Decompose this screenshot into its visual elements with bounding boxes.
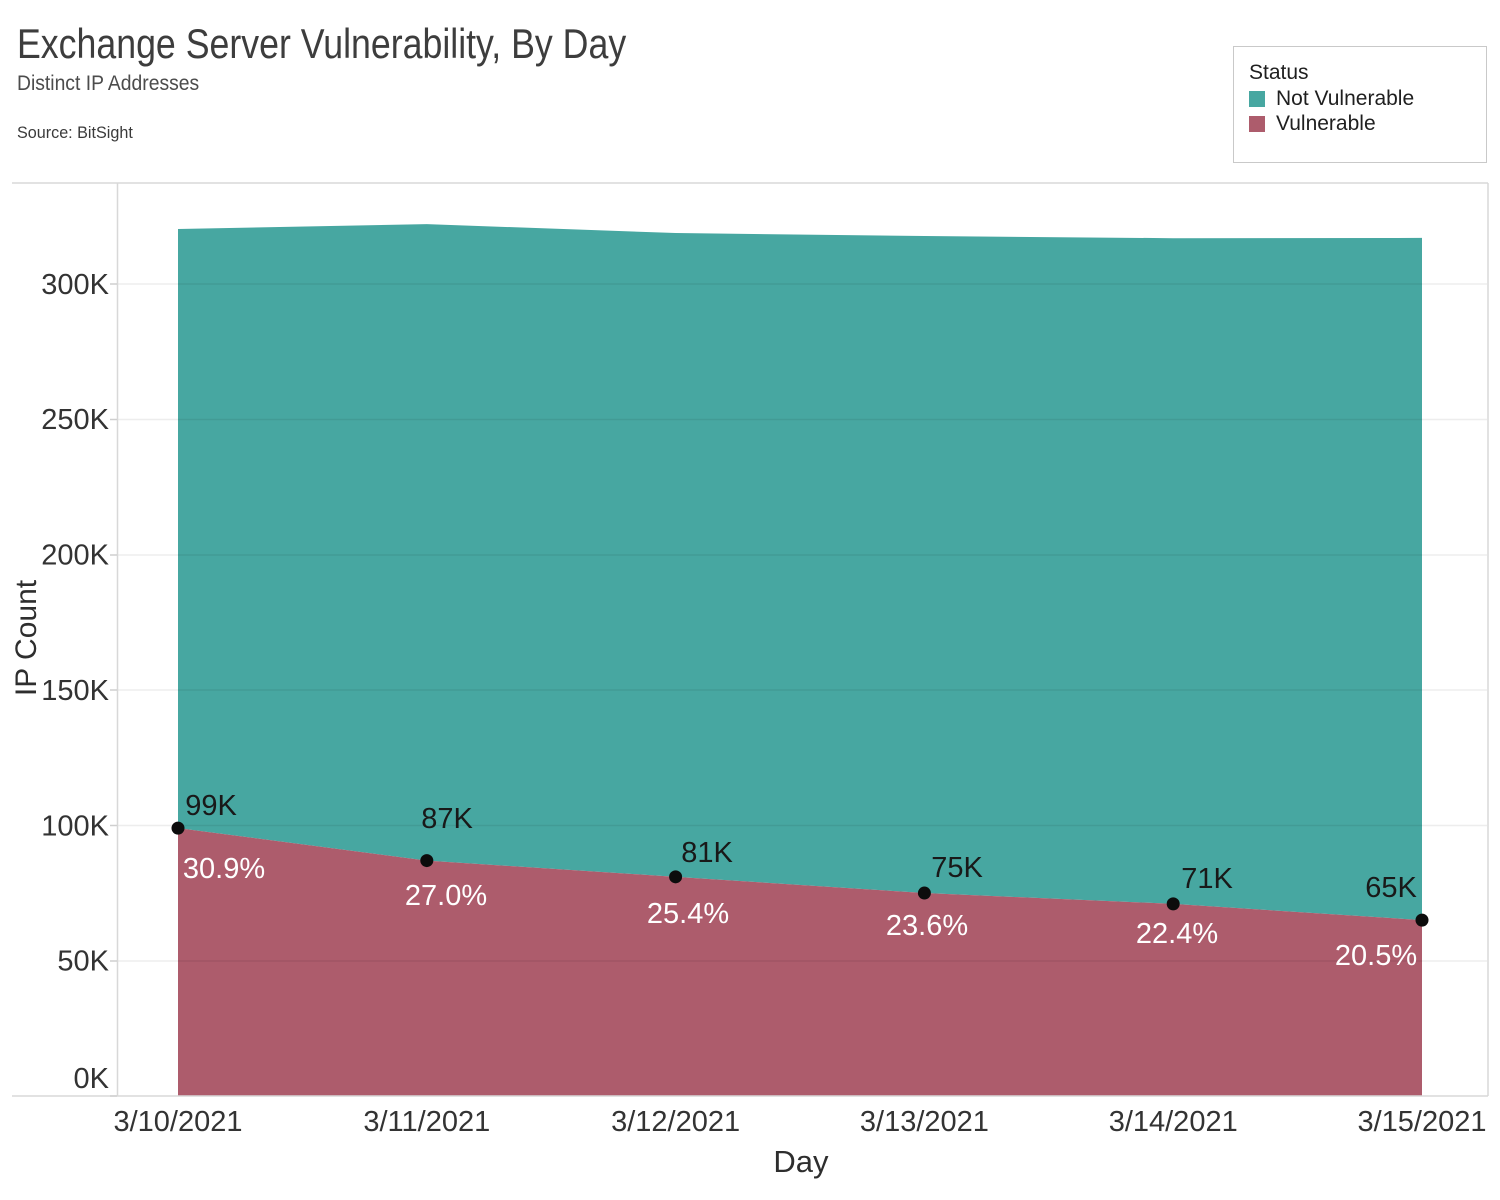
percent-label: 25.4% bbox=[647, 898, 729, 930]
value-label: 75K bbox=[931, 852, 983, 884]
y-tick-label: 100K bbox=[41, 811, 109, 843]
percent-label: 30.9% bbox=[183, 853, 265, 885]
y-axis-labels: 300K 250K 200K 150K 100K 50K 0K bbox=[41, 269, 109, 1095]
y-axis-title: IP Count bbox=[10, 579, 43, 696]
value-label: 71K bbox=[1181, 863, 1233, 895]
x-tick-label: 3/14/2021 bbox=[1109, 1106, 1238, 1138]
x-tick-label: 3/15/2021 bbox=[1357, 1106, 1486, 1138]
percent-label: 23.6% bbox=[886, 910, 968, 942]
value-label: 65K bbox=[1365, 872, 1417, 904]
value-label: 99K bbox=[185, 790, 237, 822]
x-axis-title: Day bbox=[773, 1144, 829, 1179]
x-tick-label: 3/13/2021 bbox=[860, 1106, 989, 1138]
y-tick-label: 200K bbox=[41, 540, 109, 572]
value-label: 81K bbox=[681, 837, 733, 869]
data-point-3-12[interactable] bbox=[669, 870, 682, 883]
data-point-3-14[interactable] bbox=[1167, 897, 1180, 910]
x-tick-label: 3/11/2021 bbox=[363, 1106, 490, 1138]
data-point-3-10[interactable] bbox=[172, 822, 185, 835]
stacked-area-chart: 300K 250K 200K 150K 100K 50K 0K 3/10/202… bbox=[0, 0, 1500, 1200]
x-axis-labels: 3/10/2021 3/11/2021 3/12/2021 3/13/2021 … bbox=[113, 1106, 1486, 1138]
data-point-3-13[interactable] bbox=[918, 887, 931, 900]
x-tick-label: 3/10/2021 bbox=[113, 1106, 242, 1138]
y-tick-label: 150K bbox=[41, 675, 109, 707]
y-tick-label: 50K bbox=[57, 946, 109, 978]
percent-label: 20.5% bbox=[1335, 940, 1417, 972]
area-series-not-vulnerable[interactable] bbox=[178, 224, 1422, 920]
data-point-3-11[interactable] bbox=[420, 854, 433, 867]
y-tick-marks bbox=[110, 284, 117, 1096]
y-tick-label: 300K bbox=[41, 269, 109, 301]
dashboard: Exchange Server Vulnerability, By Day Di… bbox=[0, 0, 1500, 1200]
y-tick-label: 250K bbox=[41, 404, 109, 436]
x-tick-label: 3/12/2021 bbox=[611, 1106, 740, 1138]
percent-label: 27.0% bbox=[405, 880, 487, 912]
percent-label: 22.4% bbox=[1136, 918, 1218, 950]
data-point-3-15[interactable] bbox=[1416, 914, 1429, 927]
value-label: 87K bbox=[421, 803, 473, 835]
y-tick-label: 0K bbox=[74, 1063, 110, 1095]
